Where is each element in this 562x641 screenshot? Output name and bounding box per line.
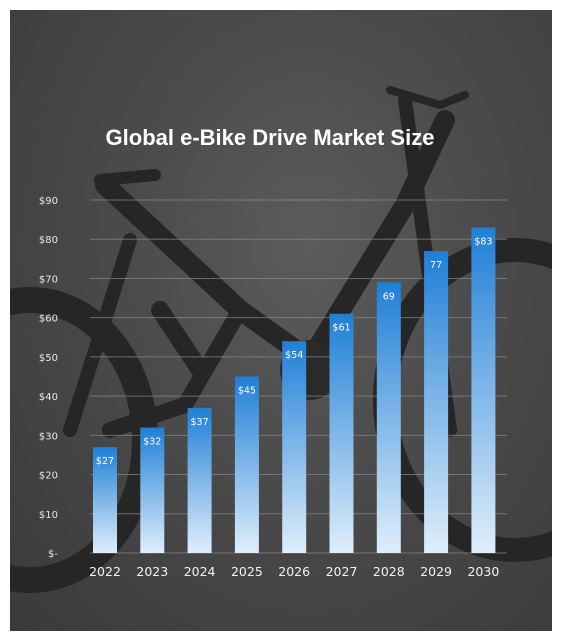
x-tick-label: 2026 bbox=[278, 564, 310, 579]
y-tick-label: $40 bbox=[39, 392, 58, 403]
y-tick-label: $50 bbox=[39, 353, 58, 364]
y-tick-label: $80 bbox=[39, 235, 58, 246]
data-label: 69 bbox=[383, 291, 395, 302]
y-tick-label: $90 bbox=[39, 196, 58, 207]
bars bbox=[93, 227, 496, 553]
bar bbox=[376, 282, 401, 553]
data-label: $27 bbox=[96, 456, 114, 467]
data-label: $83 bbox=[474, 236, 492, 247]
y-tick-label: $20 bbox=[39, 471, 58, 482]
y-tick-label: $30 bbox=[39, 431, 58, 442]
y-tick-label: $- bbox=[48, 549, 58, 560]
x-tick-label: 2025 bbox=[231, 564, 263, 579]
bar bbox=[329, 313, 354, 553]
chart-title: Global e-Bike Drive Market Size bbox=[106, 125, 435, 150]
bar bbox=[93, 447, 117, 553]
y-axis: $- $10 $20 $30 $40 $50 $60 $70 $80 $90 bbox=[39, 196, 58, 560]
y-tick-label: $10 bbox=[39, 510, 58, 521]
market-size-chart: Global e-Bike Drive Market Size $- $10 $20… bbox=[39, 125, 507, 579]
y-tick-label: $70 bbox=[39, 274, 58, 285]
x-tick-label: 2024 bbox=[184, 564, 216, 579]
data-label: $37 bbox=[191, 417, 209, 428]
y-tick-label: $60 bbox=[39, 314, 58, 325]
bar bbox=[234, 376, 259, 553]
x-tick-label: 2028 bbox=[373, 564, 405, 579]
data-label: $54 bbox=[285, 350, 303, 361]
data-label: 77 bbox=[430, 260, 442, 271]
bar bbox=[471, 227, 496, 553]
x-tick-label: 2030 bbox=[467, 564, 499, 579]
bar bbox=[282, 341, 307, 553]
data-label: $45 bbox=[238, 386, 256, 397]
bar bbox=[187, 407, 212, 553]
x-tick-label: 2023 bbox=[136, 564, 168, 579]
x-tick-label: 2027 bbox=[326, 564, 358, 579]
bar bbox=[424, 250, 449, 553]
data-label: $32 bbox=[143, 436, 161, 447]
data-label: $61 bbox=[332, 323, 350, 334]
x-tick-label: 2022 bbox=[89, 564, 121, 579]
x-axis: 2022 2023 2024 2025 2026 2027 2028 2029 2030 bbox=[89, 564, 499, 579]
infographic-panel: Global e-Bike Drive Market Size $- $10 $20… bbox=[10, 10, 552, 631]
data-labels: $27 $32 $37 $45 $54 $61 69 77 $83 bbox=[96, 236, 493, 467]
x-tick-label: 2029 bbox=[420, 564, 452, 579]
bar bbox=[140, 427, 165, 553]
